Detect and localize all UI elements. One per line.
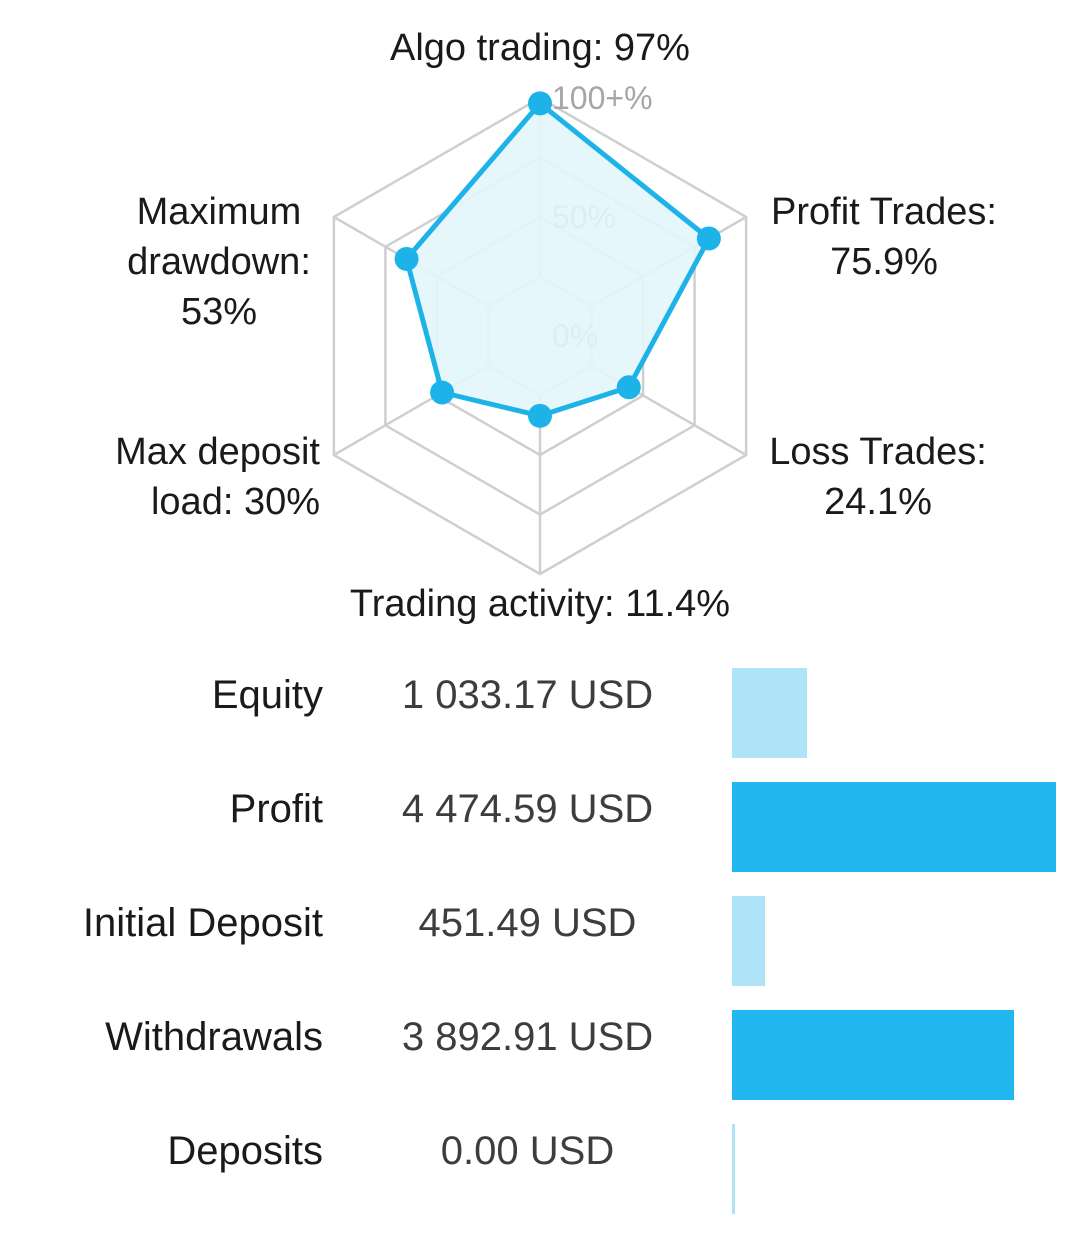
bar-row: Withdrawals 3 892.91 USD xyxy=(0,992,1080,1106)
bar xyxy=(732,782,1056,872)
bar-category-label: Profit xyxy=(229,787,323,831)
radar-axis-labels: Algo trading: 97% Profit Trades: 75.9% Loss… xyxy=(115,27,997,625)
radar-point xyxy=(696,226,721,251)
bar-value-label: 3 892.91 USD xyxy=(401,1015,654,1059)
bar xyxy=(732,896,765,986)
bar-track xyxy=(732,896,1056,986)
radar-point xyxy=(616,375,641,400)
radar-point xyxy=(528,403,552,428)
bar-track xyxy=(732,1124,1056,1214)
balance-bar-chart: Equity 1 033.17 USD Profit 4 474.59 USD Init… xyxy=(0,650,1080,1220)
bar-value-label: 4 474.59 USD xyxy=(401,787,654,831)
radar-axis-label: Trading activity: 11.4% xyxy=(350,583,730,625)
bar xyxy=(732,1010,1014,1100)
bar-category-label: Initial Deposit xyxy=(82,901,323,945)
radar-point xyxy=(528,91,552,116)
bar-row: Profit 4 474.59 USD xyxy=(0,764,1080,878)
bar-row: Deposits 0.00 USD xyxy=(0,1106,1080,1220)
bar-category-label: Deposits xyxy=(167,1129,323,1173)
radar-axis-label: Algo trading: 97% xyxy=(390,27,690,69)
bar-row: Equity 1 033.17 USD xyxy=(0,650,1080,764)
bar-value-label: 451.49 USD xyxy=(418,901,637,945)
radar-ring-label: 100+% xyxy=(552,80,653,116)
radar-chart: 100+%50%0% Algo trading: 97%Profit Trade… xyxy=(115,27,997,625)
radar-axis-label: Loss Trades: 24.1% xyxy=(769,431,987,523)
bar-row: Initial Deposit 451.49 USD xyxy=(0,878,1080,992)
radar-point xyxy=(394,246,419,271)
bar-category-label: Equity xyxy=(211,673,323,717)
radar-axis-label: Maximum drawdown: 53% xyxy=(127,191,311,333)
bar xyxy=(732,668,807,758)
bar-category-label: Withdrawals xyxy=(105,1015,323,1059)
radar-axis-label: Max deposit load: 30% xyxy=(115,431,320,523)
radar-series xyxy=(394,91,721,428)
bar-track xyxy=(732,782,1056,872)
bar xyxy=(732,1124,735,1214)
bar-value-label: 0.00 USD xyxy=(440,1129,615,1173)
bar-track xyxy=(732,1010,1056,1100)
radar-axis-label: Profit Trades: 75.9% xyxy=(771,191,997,283)
bar-track xyxy=(732,668,1056,758)
radar-point xyxy=(430,380,455,405)
bar-value-label: 1 033.17 USD xyxy=(401,673,654,717)
